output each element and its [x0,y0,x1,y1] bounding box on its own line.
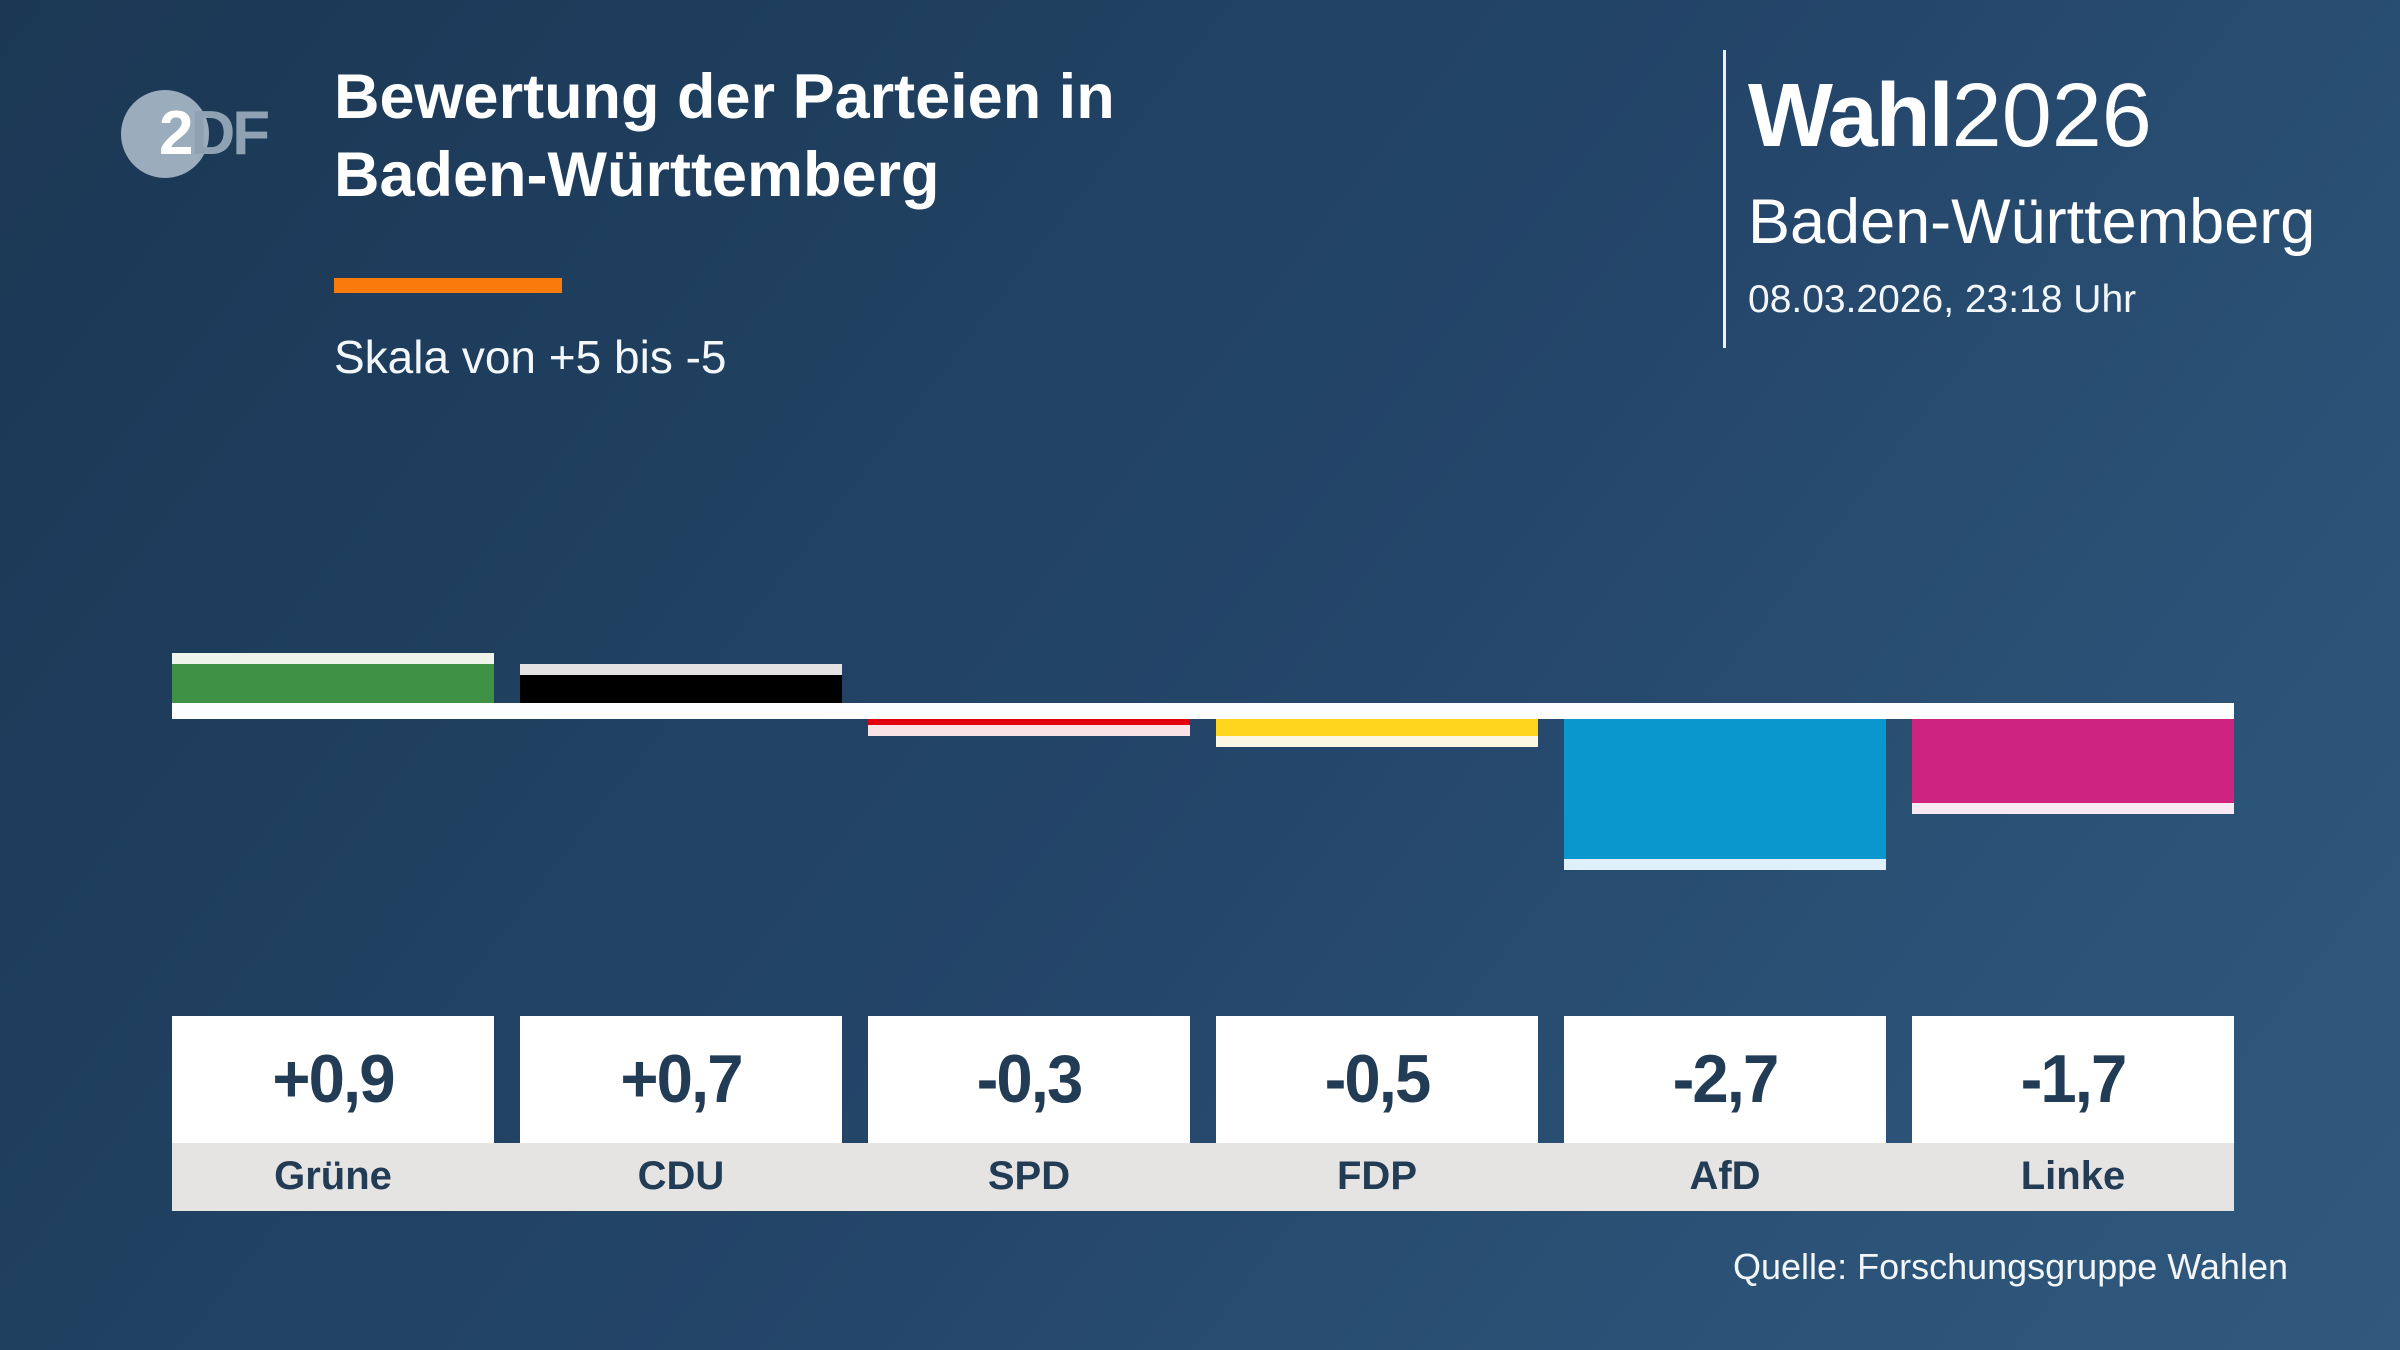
zdf-logo-glyph-2: 2 [159,99,194,168]
party-label-spd: SPD [987,1154,1071,1198]
zdf-logo-glyph-df: DF [190,99,270,168]
bar-fdp [1216,719,1538,747]
bar-grne [172,653,494,703]
party-label-cdu: CDU [637,1154,725,1198]
value-box-spd: -0,3 [868,1016,1190,1143]
party-label-strip [172,1143,2234,1211]
value-grne: +0,9 [272,1041,395,1117]
value-afd: -2,7 [1672,1041,1780,1117]
bar-afd [1564,719,1886,870]
chart-baseline [172,703,2234,719]
brand-region: Baden-Württemberg [1748,187,2316,257]
party-label-afd: AfD [1689,1154,1761,1198]
value-box-cdu: +0,7 [520,1016,842,1143]
value-box-afd: -2,7 [1564,1016,1886,1143]
source-credit: Quelle: Forschungsgruppe Wahlen [1733,1246,2288,1287]
bar-cdu [520,664,842,703]
zdf-logo-wordmark: 2DF [159,99,270,169]
value-box-grne: +0,9 [172,1016,494,1143]
bar-linke [1912,719,2234,814]
value-linke: -1,7 [2020,1041,2128,1117]
value-spd: -0,3 [976,1041,1084,1117]
page-title-line1: Bewertung der Parteien in [334,62,1115,132]
wahl-logo-word: Wahl [1748,66,1954,166]
title-accent-rule [334,278,562,293]
party-label-fdp: FDP [1337,1154,1417,1198]
header-divider-line [1723,50,1726,348]
party-label-linke: Linke [2020,1154,2126,1198]
value-fdp: -0,5 [1324,1041,1432,1117]
brand-datetime: 08.03.2026, 23:18 Uhr [1748,278,2137,321]
value-box-fdp: -0,5 [1216,1016,1538,1143]
bar-cap-spd [868,725,1190,736]
bar-cap-linke [1912,803,2234,814]
bar-spd [868,719,1190,736]
bar-cap-cdu [520,664,842,675]
page-title-line2: Baden-Württemberg [334,140,940,210]
value-cdu: +0,7 [620,1041,743,1117]
wahl-logo-year: 2026 [1951,66,2152,166]
zdf-logo: 2DF [121,90,281,180]
bar-cap-fdp [1216,736,1538,747]
bar-cap-grne [172,653,494,664]
value-box-linke: -1,7 [1912,1016,2234,1143]
zdf-logo-circle-icon [121,90,209,178]
wahl-2026-logo: Wahl2026 [1748,66,2152,166]
scale-note: Skala von +5 bis -5 [334,331,727,383]
bar-cap-afd [1564,859,1886,870]
party-label-grne: Grüne [274,1154,392,1198]
page-title: Bewertung der Parteien in Baden-Württemb… [334,58,1115,214]
